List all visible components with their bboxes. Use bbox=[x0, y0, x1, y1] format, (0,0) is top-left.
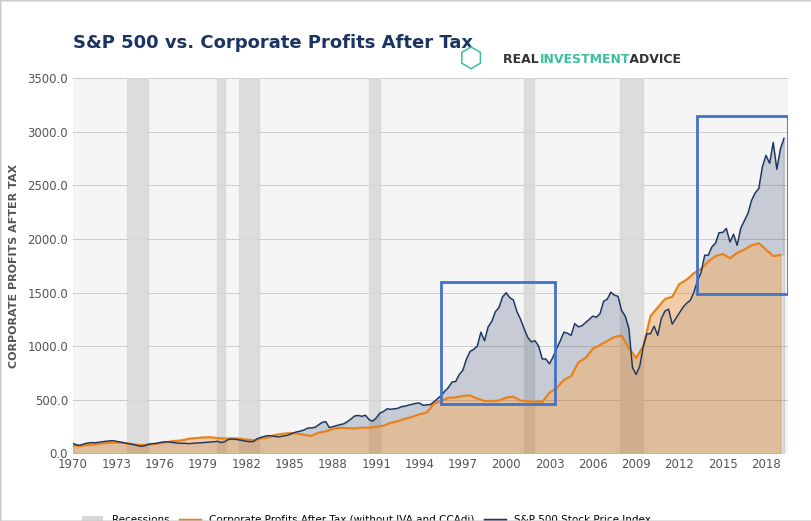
Bar bbox=[127, 78, 148, 453]
Bar bbox=[238, 78, 259, 453]
Text: INVESTMENT: INVESTMENT bbox=[539, 54, 629, 66]
Bar bbox=[368, 78, 380, 453]
Text: REAL: REAL bbox=[503, 54, 543, 66]
Y-axis label: CORPORATE PROFITS AFTER TAX: CORPORATE PROFITS AFTER TAX bbox=[9, 164, 19, 368]
Text: ADVICE: ADVICE bbox=[624, 54, 680, 66]
Text: ···: ··· bbox=[463, 54, 478, 66]
Bar bbox=[696, 116, 787, 293]
Bar bbox=[620, 78, 642, 453]
Legend: Recessions, Corporate Profits After Tax (without IVA and CCAdj), S&P 500 Stock P: Recessions, Corporate Profits After Tax … bbox=[78, 511, 654, 521]
Bar bbox=[440, 282, 555, 404]
Text: S&P 500 vs. Corporate Profits After Tax: S&P 500 vs. Corporate Profits After Tax bbox=[73, 34, 473, 52]
Bar bbox=[524, 78, 533, 453]
Text: ⬡: ⬡ bbox=[458, 46, 483, 74]
Bar bbox=[217, 78, 225, 453]
